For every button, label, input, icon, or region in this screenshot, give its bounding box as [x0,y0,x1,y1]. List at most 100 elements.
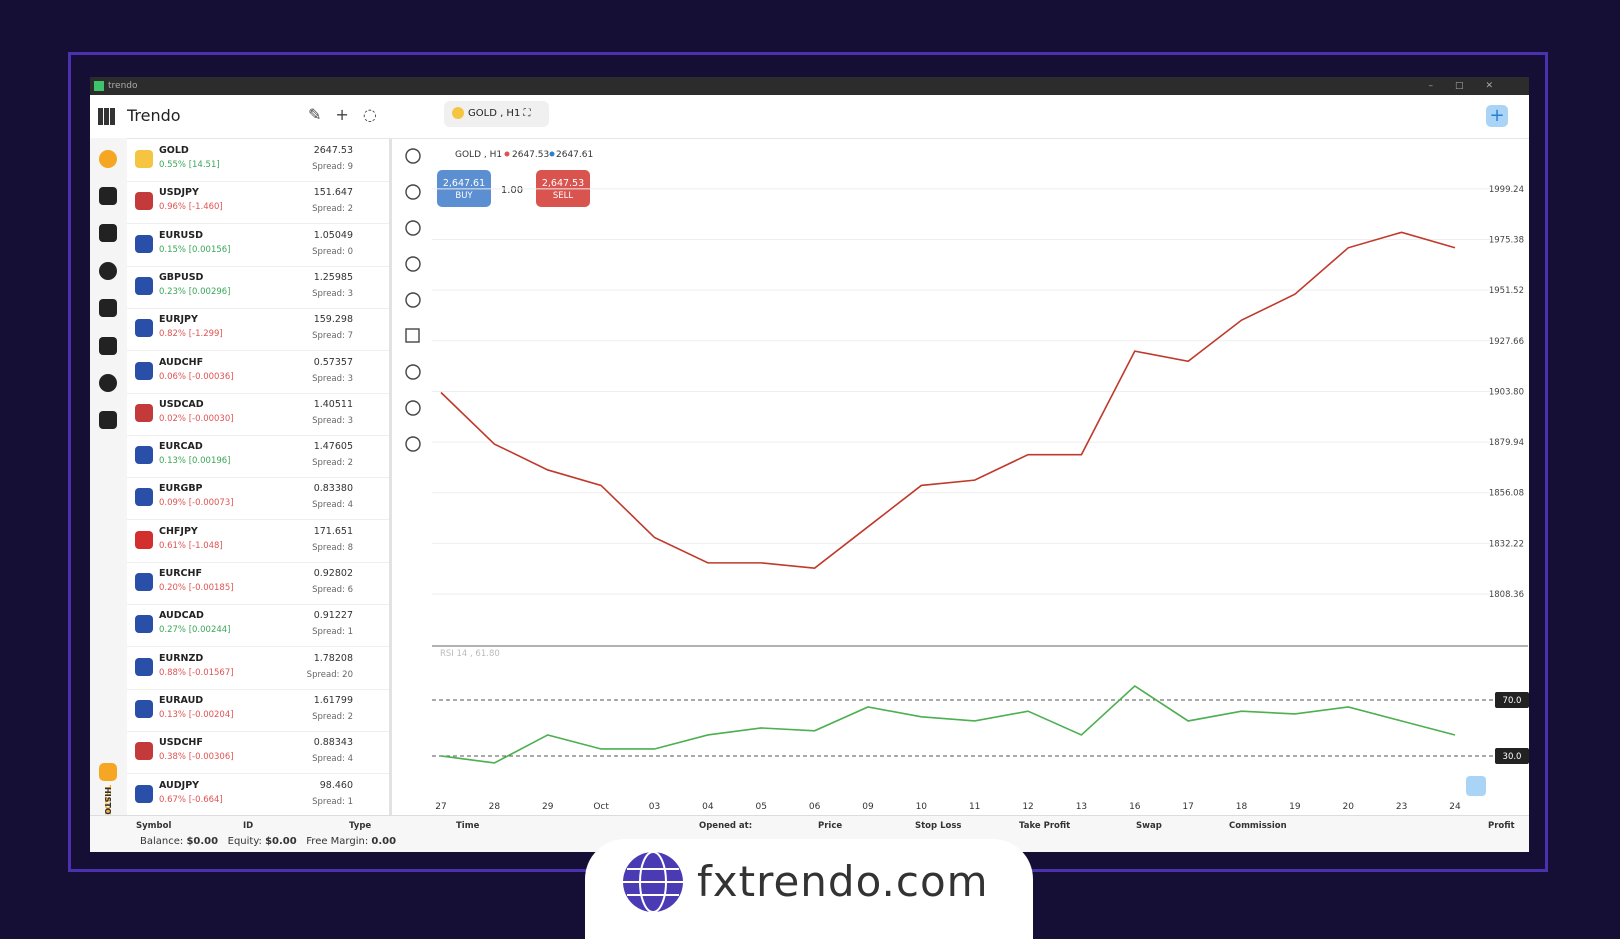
y-tick-label: 1856.08 [1489,489,1524,499]
watchlist-row[interactable]: GBPUSD 0.23% [0.00296] 1.25985 Spread: 3 [127,266,389,309]
x-tick-label: 29 [542,802,554,812]
side-rail: TRADE [90,138,127,852]
column-header: Type [349,821,372,831]
watchlist-row[interactable]: USDCAD 0.02% [-0.00030] 1.40511 Spread: 3 [127,393,389,436]
app-window: trendo –□✕ Trendo ✎+◌ GOLD , H1 ⛶ + TRAD… [90,77,1529,852]
price: 0.83380 [313,483,353,495]
buy-price[interactable]: 2,647.61 [443,178,485,189]
watchlist-row[interactable]: USDCHF 0.38% [-0.00306] 0.88343 Spread: 4 [127,731,389,775]
watchlist-row[interactable]: EURNZD 0.88% [-0.01567] 1.78208 Spread: 20 [127,647,389,690]
positions-panel: Symbol ID Type Time Opened at: Price Stop Loss… [90,815,1529,852]
header: Trendo ✎+◌ GOLD , H1 ⛶ + [90,95,1529,139]
column-header: Price [818,821,843,831]
symbol: AUDCHF [159,356,204,368]
x-tick-label: 10 [916,802,928,812]
price-line [440,684,1456,764]
margin-label: Free Margin: [306,836,369,847]
y-tick-label: 1951.52 [1489,286,1524,296]
spread: Spread: 3 [312,288,353,299]
watchlist-row[interactable]: EURGBP 0.09% [-0.00073] 0.83380 Spread: 4 [127,477,389,521]
watchlist-row[interactable]: CHFJPY 0.61% [-1.048] 171.651 Spread: 8 [127,520,389,563]
flag [135,784,153,803]
column-header: Profit [1488,821,1515,831]
level-badge [1495,747,1529,764]
buy-label[interactable]: BUY [455,191,473,201]
change: 0.27% [0.00244] [159,625,231,636]
change: 0.13% [0.00196] [159,456,231,467]
trade-label[interactable]: TRADE [103,785,112,815]
flag [135,446,153,465]
y-tick-label: 1975.38 [1489,236,1524,246]
watchlist-row[interactable]: AUDCHF 0.06% [-0.00036] 0.57357 Spread: 3 [127,351,389,394]
spread: Spread: 4 [312,500,353,511]
symbol: USDCHF [159,737,203,749]
watchlist-row[interactable]: GOLD 0.55% [14.51] 2647.53 Spread: 9 [127,139,389,182]
watchlist-row[interactable]: EURCHF 0.20% [-0.00185] 0.92802 Spread: 6 [127,562,389,605]
apps-menu[interactable] [98,108,115,125]
rail-icon[interactable] [99,411,117,429]
spread: Spread: 3 [312,415,353,426]
change: 0.20% [-0.00185] [159,583,234,593]
x-tick-label: 27 [435,802,446,812]
bid-dot [504,151,510,157]
volume[interactable]: 1.00 [501,185,523,196]
x-tick-label: 09 [862,802,874,812]
window-controls[interactable]: –□✕ [1428,81,1515,91]
trade-icon[interactable] [99,763,117,781]
sell-price[interactable]: 2,647.53 [542,178,584,189]
change: 0.13% [-0.00204] [159,709,234,720]
flag [135,615,153,634]
symbol-tab[interactable]: GOLD , H1 ⛶ [444,101,549,127]
price: 0.92802 [313,568,353,579]
rail-icon[interactable] [99,299,117,317]
x-tick-label: 19 [1289,802,1301,812]
add-button[interactable]: + [1486,105,1508,127]
y-tick-label: 1832.22 [1489,539,1524,549]
symbol: USDCAD [159,398,204,410]
rail-icon[interactable] [99,337,117,355]
y-tick-label: 1808.36 [1489,590,1524,600]
rsi-title: RSI 14 , 61.80 [440,649,500,659]
rail-icon[interactable] [99,262,117,280]
price: 2647.53 [313,145,353,156]
price: 0.88343 [313,737,353,749]
change: 0.09% [-0.00073] [159,498,234,509]
balance-label: Balance: [140,836,184,847]
site-name: fxtrendo.com [697,857,989,906]
x-tick-label: 04 [702,802,714,812]
scroll-button[interactable] [1466,776,1486,796]
y-tick-label: 1903.80 [1489,387,1524,397]
sell-label[interactable]: SELL [553,191,574,201]
y-tick-label: 1927.66 [1489,337,1524,347]
rail-icon[interactable] [99,150,117,168]
flag [135,403,153,422]
history-label[interactable]: HISTORY [103,787,112,827]
change: 0.82% [-1.299] [159,329,223,340]
chart-tools[interactable] [405,148,421,452]
watchlist-row[interactable]: EURAUD 0.13% [-0.00204] 1.61799 Spread: 2 [127,689,389,732]
change: 0.02% [-0.00030] [159,413,234,424]
rail-icon[interactable] [99,187,117,205]
x-tick-label: 16 [1129,802,1141,812]
x-tick-label: 28 [489,802,501,812]
quote-symbol: GOLD , H1 [455,150,502,160]
watchlist-row[interactable]: USDJPY 0.96% [-1.460] 151.647 Spread: 2 [127,181,389,225]
title-bar: trendo –□✕ [90,77,1529,95]
rail-icon[interactable] [99,374,117,392]
price: 171.651 [313,525,353,537]
watchlist-row[interactable]: EURJPY 0.82% [-1.299] 159.298 Spread: 7 [127,308,389,352]
flag [135,192,153,211]
price: 1.05049 [313,229,353,241]
watchlist-row[interactable]: AUDCAD 0.27% [0.00244] 0.91227 Spread: 1 [127,604,389,648]
watchlist-row[interactable]: EURUSD 0.15% [0.00156] 1.05049 Spread: 0 [127,224,389,267]
watchlist-row[interactable]: EURCAD 0.13% [0.00196] 1.47605 Spread: 2 [127,435,389,479]
toolbar-icons[interactable]: ✎+◌ [308,105,391,124]
column-header: Swap [1136,821,1162,831]
margin: 0.00 [371,836,397,847]
x-tick-label: 23 [1396,802,1407,812]
symbol: EURCAD [159,441,203,453]
ask: 2647.61 [556,150,593,160]
rail-icon[interactable] [99,224,117,242]
spread: Spread: 0 [312,246,353,257]
symbol: CHFJPY [159,525,198,537]
